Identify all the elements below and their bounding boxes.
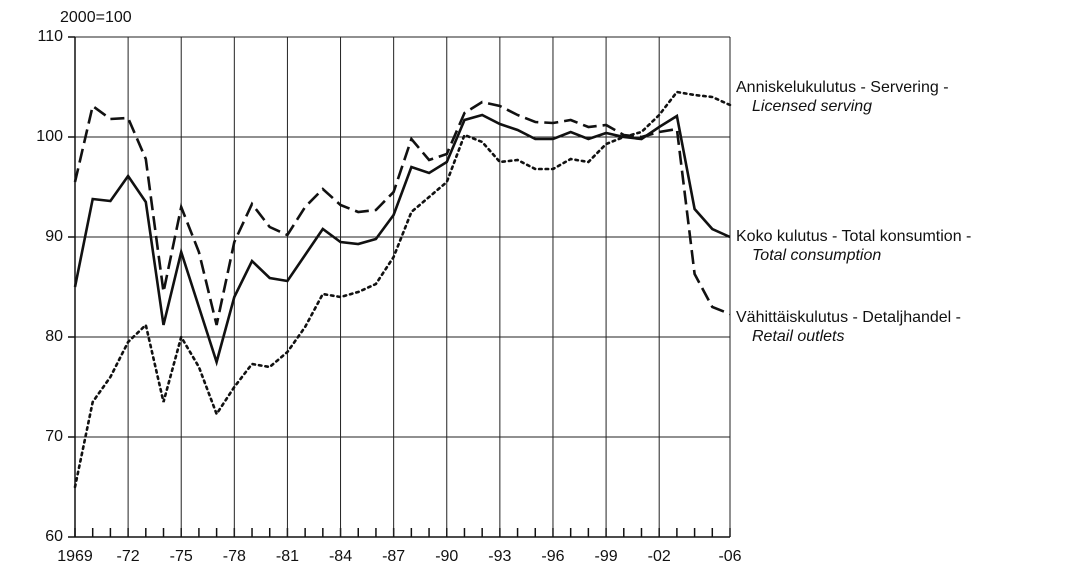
x-tick-label: -06 xyxy=(718,548,741,565)
legend-label: Anniskelukulutus - Servering - xyxy=(736,79,949,96)
x-tick-label: -72 xyxy=(117,548,140,565)
legend-sublabel: Retail outlets xyxy=(752,328,845,345)
legend-sublabel: Licensed serving xyxy=(752,98,872,115)
series-line xyxy=(73,90,732,489)
legend-label: Koko kulutus - Total konsumtion - xyxy=(736,228,971,245)
x-tick-label: -84 xyxy=(329,548,352,565)
y-tick-label: 60 xyxy=(45,528,63,545)
y-tick-label: 80 xyxy=(45,328,63,345)
y-tick-label: 70 xyxy=(45,428,63,445)
x-tick-label: 1969 xyxy=(57,548,93,565)
x-tick-label: -93 xyxy=(488,548,511,565)
series-line xyxy=(73,100,731,326)
y-tick-label: 90 xyxy=(45,228,63,245)
x-tick-label: -96 xyxy=(541,548,564,565)
y-tick-label: 100 xyxy=(36,128,63,145)
unit-label: 2000=100 xyxy=(60,9,132,26)
x-tick-label: -02 xyxy=(648,548,671,565)
legend-label: Vähittäiskulutus - Detaljhandel - xyxy=(736,309,961,326)
x-tick-label: -78 xyxy=(223,548,246,565)
x-tick-label: -81 xyxy=(276,548,299,565)
legend-sublabel: Total consumption xyxy=(752,247,881,264)
y-tick-label: 110 xyxy=(37,28,63,45)
x-tick-label: -75 xyxy=(170,548,193,565)
x-tick-label: -87 xyxy=(382,548,405,565)
series-line xyxy=(73,113,731,367)
x-tick-label: -90 xyxy=(435,548,458,565)
x-tick-label: -99 xyxy=(595,548,618,565)
